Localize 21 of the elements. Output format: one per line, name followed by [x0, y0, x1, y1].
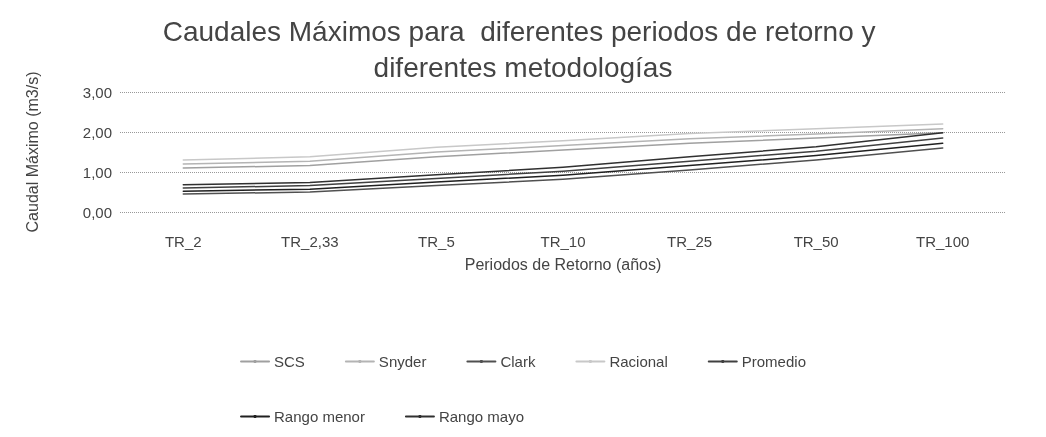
x-axis-title: Periodos de Retorno (años): [464, 255, 662, 273]
legend-label: Promedio: [741, 353, 806, 370]
chart-title: Caudales Máximos para diferentes periodos de retorno y diferentes metodologías: [162, 15, 884, 83]
x-tick-label: TR_10: [540, 233, 586, 250]
x-tick-label: TR_2,33: [281, 233, 339, 250]
y-tick-label: 3,00: [82, 83, 112, 101]
y-tick-label: 0,00: [82, 203, 112, 221]
y-axis-title: Caudal Máximo (m3/s): [23, 71, 41, 233]
y-tick-label: 1,00: [82, 163, 112, 181]
legend-label: Rango mayo: [438, 408, 524, 425]
x-tick-label: TR_100: [916, 233, 970, 250]
x-tick-label: TR_25: [667, 233, 713, 250]
legend-label: Snyder: [378, 353, 427, 370]
legend-label: Racional: [609, 353, 668, 370]
y-tick-label: 2,00: [82, 123, 112, 141]
x-tick-label: TR_50: [793, 233, 839, 250]
x-tick-label: TR_2: [164, 233, 202, 250]
legend-label: Rango menor: [274, 408, 365, 425]
legend-label: SCS: [274, 353, 305, 370]
legend-label: Clark: [500, 353, 536, 370]
x-tick-label: TR_5: [418, 233, 455, 250]
